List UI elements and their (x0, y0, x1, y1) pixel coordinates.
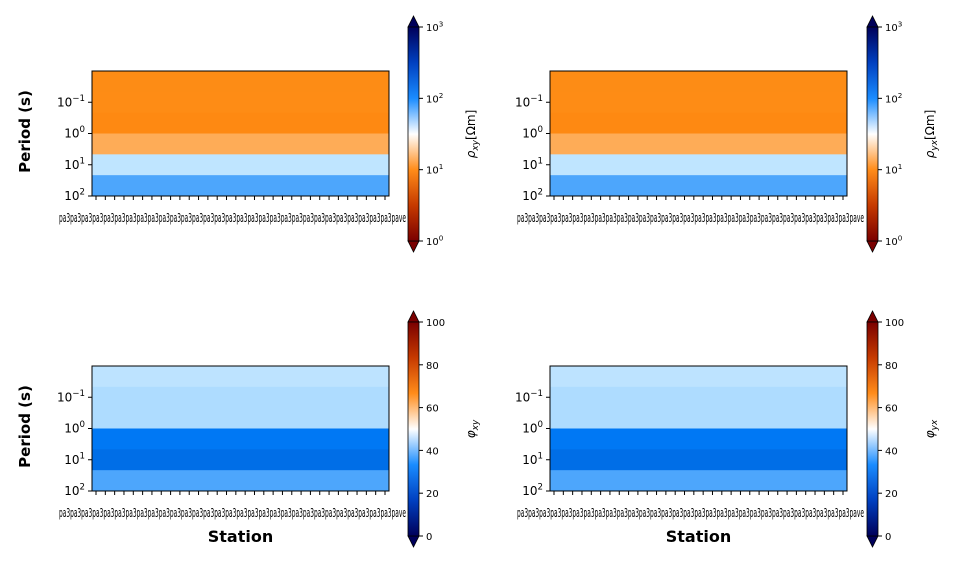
heatmap-row (550, 154, 847, 176)
y-tick-label: 101 (522, 156, 543, 171)
heatmap-row (550, 366, 847, 388)
heatmap-row (550, 91, 847, 114)
heatmap-row (92, 428, 389, 450)
subplot-1: 10−1 100 101 102 pa3pa3pa3pa3pa3pa3pa3pa3pa3… (16, 15, 481, 253)
heatmap-row (92, 407, 389, 429)
heatmap-row (550, 428, 847, 450)
heatmap-row (550, 133, 847, 155)
colorbar-extend-bottom (407, 535, 420, 548)
colorbar-body (866, 321, 879, 537)
y-tick-label: 102 (64, 188, 85, 203)
colorbar-tick-label: 103 (426, 20, 443, 35)
y-tick-label: 102 (64, 483, 85, 498)
heatmap-row (550, 470, 847, 492)
heatmap-row (92, 154, 389, 176)
heatmap-row (550, 71, 847, 93)
heatmap-row (92, 386, 389, 409)
colorbar: 100 101 102 103 ρxy[Ωm] (407, 15, 481, 253)
heatmap-row (92, 470, 389, 492)
colorbar-tick-label: 100 (885, 234, 903, 249)
colorbar: 100 101 102 103 ρyx[Ωm] (866, 15, 940, 253)
colorbar-tick-label: 80 (885, 361, 898, 372)
colorbar-extend-top (866, 310, 879, 323)
colorbar-label: φxy (464, 419, 481, 438)
x-tick-labels: pa3pa3pa3pa3pa3pa3pa3pa3pa3pa3pa3pa3pa3p… (517, 211, 864, 225)
colorbar-body (407, 321, 420, 537)
heatmap-row (92, 71, 389, 93)
colorbar: 0 20 40 60 80 100 φyx (866, 310, 940, 548)
colorbar-tick-label: 101 (885, 162, 902, 177)
colorbar-tick-label: 0 (885, 532, 891, 543)
heatmap-row (550, 386, 847, 409)
colorbar-body (407, 26, 420, 242)
y-tick-label: 10−1 (57, 389, 85, 404)
x-tick-labels: pa3pa3pa3pa3pa3pa3pa3pa3pa3pa3pa3pa3pa3p… (59, 506, 406, 520)
colorbar-tick-label: 20 (426, 489, 439, 500)
y-tick-label: 101 (64, 156, 85, 171)
subplot-4: 10−1 100 101 102 pa3pa3pa3pa3pa3pa3pa3pa3pa3… (515, 310, 940, 548)
heatmap-row (550, 175, 847, 197)
colorbar-extend-bottom (866, 240, 879, 253)
y-axis-label: Period (s) (16, 385, 34, 468)
colorbar-tick-label: 102 (885, 91, 902, 106)
y-tick-label: 101 (64, 451, 85, 466)
y-axis-label: Period (s) (16, 90, 34, 173)
heatmap-row (550, 407, 847, 429)
colorbar-tick-label: 100 (426, 318, 445, 329)
y-tick-label: 100 (522, 125, 543, 140)
y-tick-label: 100 (64, 420, 85, 435)
heatmap-row (92, 133, 389, 155)
x-tick-labels: pa3pa3pa3pa3pa3pa3pa3pa3pa3pa3pa3pa3pa3p… (517, 506, 864, 520)
colorbar-tick-label: 60 (426, 404, 439, 415)
heatmap-row (550, 112, 847, 134)
y-tick-label: 100 (64, 125, 85, 140)
colorbar-tick-label: 80 (426, 361, 439, 372)
colorbar-tick-label: 100 (426, 234, 444, 249)
colorbar-tick-label: 103 (885, 20, 902, 35)
y-tick-label: 10−1 (515, 389, 543, 404)
colorbar: 0 20 40 60 80 100 φxy (407, 310, 481, 548)
heatmap-row (550, 449, 847, 471)
y-tick-label: 101 (522, 451, 543, 466)
colorbar-extend-top (407, 15, 420, 28)
x-axis-label: Station (208, 527, 273, 546)
subplot-2: 10−1 100 101 102 pa3pa3pa3pa3pa3pa3pa3pa3pa3… (515, 15, 940, 253)
colorbar-label: ρxy[Ωm] (464, 110, 481, 159)
colorbar-extend-top (407, 310, 420, 323)
colorbar-extend-bottom (407, 240, 420, 253)
colorbar-tick-label: 40 (885, 446, 898, 457)
colorbar-tick-label: 101 (426, 162, 443, 177)
y-tick-label: 102 (522, 188, 543, 203)
colorbar-tick-label: 20 (885, 489, 898, 500)
y-tick-label: 102 (522, 483, 543, 498)
y-tick-label: 10−1 (515, 94, 543, 109)
colorbar-body (866, 26, 879, 242)
y-tick-label: 10−1 (57, 94, 85, 109)
y-tick-label: 100 (522, 420, 543, 435)
heatmap-row (92, 91, 389, 114)
colorbar-tick-label: 100 (885, 318, 904, 329)
colorbar-tick-label: 0 (426, 532, 432, 543)
colorbar-tick-label: 60 (885, 404, 898, 415)
heatmap-row (92, 449, 389, 471)
x-tick-labels: pa3pa3pa3pa3pa3pa3pa3pa3pa3pa3pa3pa3pa3p… (59, 211, 406, 225)
colorbar-extend-top (866, 15, 879, 28)
heatmap-row (92, 366, 389, 388)
subplot-3: 10−1 100 101 102 pa3pa3pa3pa3pa3pa3pa3pa3pa3… (16, 310, 481, 548)
colorbar-label: ρyx[Ωm] (923, 110, 940, 159)
colorbar-tick-label: 40 (426, 446, 439, 457)
colorbar-label: φyx (923, 419, 940, 438)
heatmap-row (92, 175, 389, 197)
heatmap-row (92, 112, 389, 134)
colorbar-tick-label: 102 (426, 91, 443, 106)
colorbar-extend-bottom (866, 535, 879, 548)
x-axis-label: Station (666, 527, 731, 546)
